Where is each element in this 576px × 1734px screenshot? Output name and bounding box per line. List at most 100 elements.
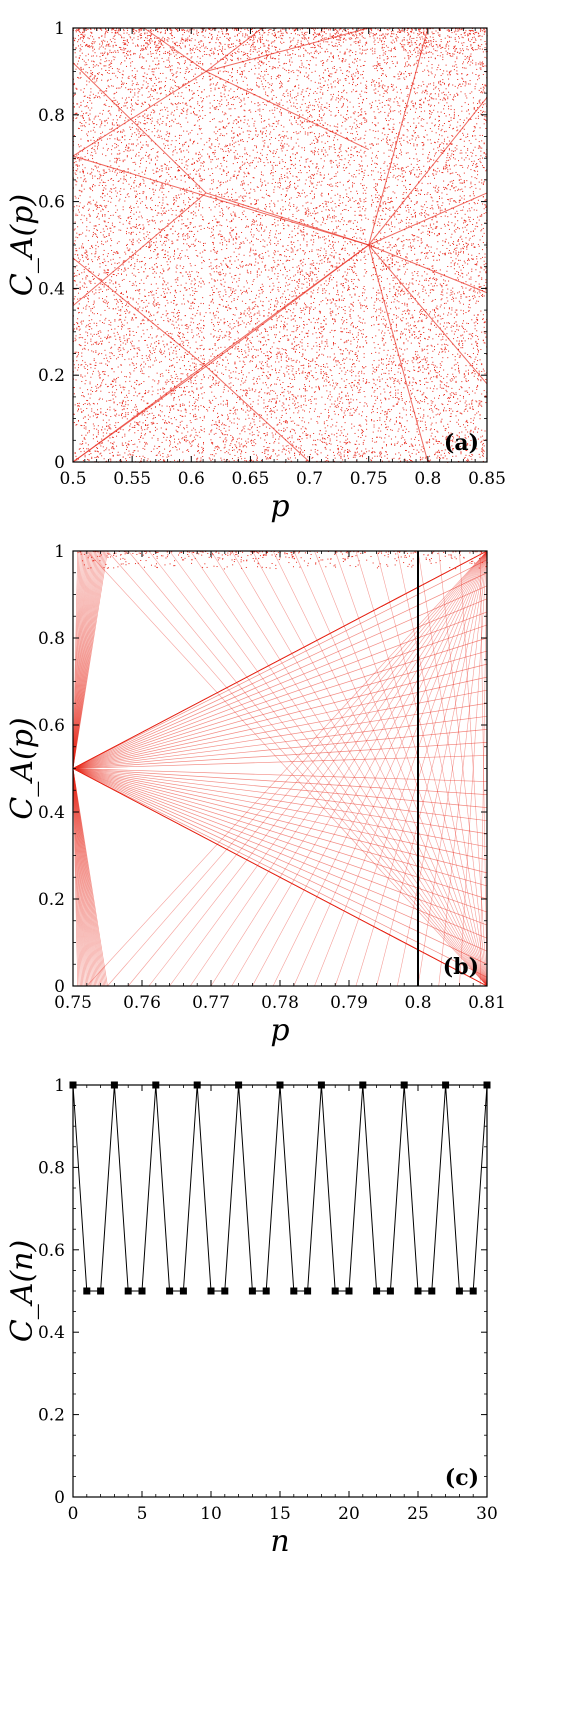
panel-a-point — [87, 400, 89, 402]
panel-a-point — [114, 414, 116, 416]
panel-a-point — [110, 416, 112, 418]
panel-a-point — [193, 307, 195, 309]
panel-a-point — [112, 179, 114, 181]
panel-a-point — [215, 194, 217, 196]
panel-a-point — [210, 439, 212, 441]
panel-a-point — [195, 206, 197, 208]
panel-a-point — [108, 72, 110, 74]
panel-a-point — [110, 321, 112, 323]
panel-a-point — [214, 343, 216, 345]
panel-a-point — [154, 111, 156, 113]
panel-a-point — [134, 421, 136, 423]
panel-a-point — [110, 383, 112, 385]
panel-a-point — [200, 165, 202, 167]
panel-a-point — [78, 160, 80, 162]
panel-a-point — [132, 255, 134, 257]
panel-a-point — [151, 423, 153, 425]
panel-a-point — [140, 134, 142, 136]
panel-a-point — [197, 161, 199, 163]
panel-a-point — [146, 32, 148, 34]
panel-a-point — [175, 103, 177, 105]
panel-a-point — [178, 324, 180, 326]
panel-a-point — [181, 56, 183, 58]
panel-a-point — [194, 114, 196, 116]
panel-a-point — [125, 460, 127, 462]
panel-a-point — [210, 262, 212, 264]
panel-a-point — [234, 215, 236, 217]
panel-a-point — [113, 59, 115, 61]
panel-a-point — [127, 193, 129, 195]
panel-a-point — [208, 155, 210, 157]
panel-a-point — [193, 293, 195, 295]
panel-a-point — [116, 124, 118, 126]
panel-a-point — [145, 167, 147, 169]
panel-a-point — [126, 418, 128, 420]
panel-a-point — [89, 119, 91, 121]
panel-a-point — [235, 119, 237, 121]
panel-a-point — [108, 233, 110, 235]
panel-a-point — [164, 288, 166, 290]
panel-a-point — [134, 381, 136, 383]
panel-a-point — [223, 285, 225, 287]
panel-a-point — [183, 63, 185, 65]
panel-a-point — [82, 207, 84, 209]
panel-a-point — [164, 138, 166, 140]
panel-a-point — [206, 96, 208, 98]
panel-a-point — [150, 158, 152, 160]
panel-a-point — [198, 357, 200, 359]
panel-a-point — [101, 123, 103, 125]
panel-a-point — [177, 443, 179, 445]
panel-a-point — [121, 77, 123, 79]
panel-a-point — [121, 325, 123, 327]
panel-a-point — [188, 44, 190, 46]
panel-a-point — [87, 297, 89, 299]
panel-a-point — [197, 324, 199, 326]
panel-a-point — [123, 408, 125, 410]
panel-a-point — [141, 358, 143, 360]
panel-a-point — [230, 443, 232, 445]
panel-a-point — [208, 457, 210, 459]
panel-a-point — [169, 441, 171, 443]
panel-a-point — [222, 212, 224, 214]
panel-a-point — [113, 408, 115, 410]
panel-a-point — [199, 364, 201, 366]
panel-a-point — [198, 187, 200, 189]
panel-a-point — [213, 247, 215, 249]
panel-a-point — [105, 449, 107, 451]
panel-a-point — [145, 42, 147, 44]
panel-a-point — [178, 359, 180, 361]
panel-a-point — [211, 391, 213, 393]
panel-a-point — [200, 162, 202, 164]
panel-a-point — [138, 289, 140, 291]
panel-a-point — [113, 35, 115, 37]
panel-a-point — [121, 301, 123, 303]
panel-a-point — [137, 206, 139, 208]
panel-a-point — [92, 60, 94, 62]
panel-a-point — [147, 83, 149, 85]
panel-a-point — [229, 409, 231, 411]
panel-a-point — [88, 202, 90, 204]
panel-a-point — [222, 156, 224, 158]
panel-a-point — [121, 392, 123, 394]
panel-a-point — [109, 282, 111, 284]
panel-a-point — [212, 376, 214, 378]
panel-a-point — [144, 441, 146, 443]
panel-a-point — [164, 257, 166, 259]
panel-a-point — [223, 114, 225, 116]
panel-a-point — [222, 441, 224, 443]
panel-a-point — [200, 282, 202, 284]
panel-a-point — [163, 433, 165, 435]
panel-a-point — [174, 221, 176, 223]
panel-a-point — [121, 73, 123, 75]
panel-a-point — [179, 367, 181, 369]
panel-a-point — [211, 300, 213, 302]
panel-a-point — [189, 263, 191, 265]
panel-a-point — [198, 151, 200, 153]
panel-a-point — [106, 400, 108, 402]
panel-a-point — [214, 251, 216, 253]
panel-a-point — [183, 390, 185, 392]
panel-a-point — [158, 212, 160, 214]
panel-a-point — [145, 442, 147, 444]
panel-a-point — [111, 328, 113, 330]
panel-a-point — [92, 199, 94, 201]
